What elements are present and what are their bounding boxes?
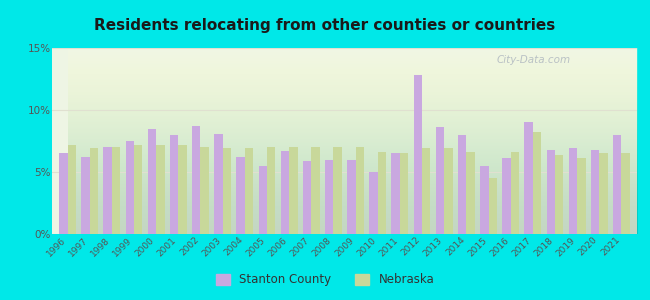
Bar (621, 153, 630, 234)
Bar (134, 145, 142, 234)
Bar (489, 178, 497, 234)
Bar (413, 75, 422, 234)
Bar (125, 141, 134, 234)
Bar (502, 158, 511, 234)
Bar (303, 161, 311, 234)
Bar (511, 152, 519, 234)
Bar (81, 157, 90, 234)
Bar (90, 148, 98, 234)
Bar (103, 147, 112, 234)
Bar (311, 147, 320, 234)
Bar (458, 135, 466, 234)
Bar (333, 147, 342, 234)
Bar (444, 148, 452, 234)
Bar (222, 148, 231, 234)
Bar (555, 154, 564, 234)
Bar (422, 148, 430, 234)
Bar (178, 145, 187, 234)
Bar (214, 134, 222, 234)
Bar (613, 135, 621, 234)
Bar (577, 158, 586, 234)
Legend: Stanton County, Nebraska: Stanton County, Nebraska (211, 269, 439, 291)
Bar (325, 160, 333, 234)
Bar (245, 148, 254, 234)
Bar (68, 145, 76, 234)
Bar (200, 147, 209, 234)
Bar (259, 166, 267, 234)
Bar (369, 172, 378, 234)
Text: Residents relocating from other counties or countries: Residents relocating from other counties… (94, 18, 556, 33)
Bar (378, 152, 386, 234)
Bar (467, 152, 474, 234)
Bar (281, 151, 289, 234)
Bar (192, 126, 200, 234)
Bar (569, 148, 577, 234)
Bar (59, 153, 68, 234)
Bar (148, 129, 156, 234)
Bar (533, 132, 541, 234)
Bar (436, 128, 444, 234)
Bar (170, 135, 178, 234)
Bar (547, 150, 555, 234)
Bar (347, 160, 356, 234)
Bar (400, 153, 408, 234)
Bar (237, 157, 245, 234)
Bar (267, 147, 276, 234)
Bar (156, 145, 164, 234)
Bar (289, 147, 298, 234)
Bar (525, 122, 533, 234)
Bar (591, 150, 599, 234)
Text: City-Data.com: City-Data.com (497, 56, 571, 65)
Bar (480, 166, 489, 234)
Bar (599, 153, 608, 234)
Bar (356, 147, 364, 234)
Bar (112, 147, 120, 234)
Bar (391, 153, 400, 234)
